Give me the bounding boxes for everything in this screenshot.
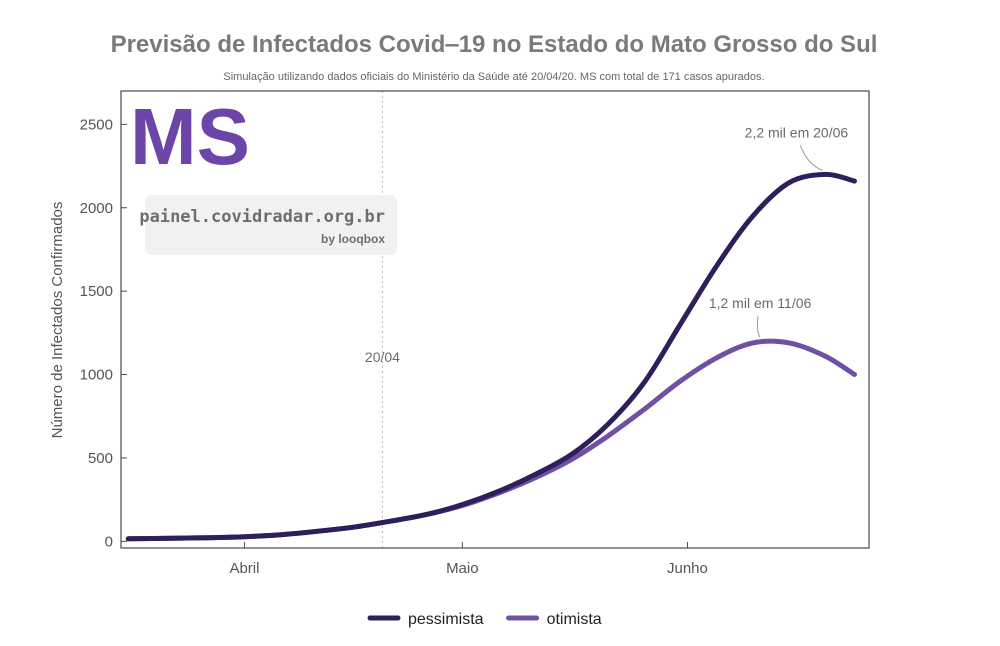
brand-logo: MS (130, 92, 250, 181)
chart-title: Previsão de Infectados Covid‒19 no Estad… (111, 31, 878, 58)
chart-subtitle: Simulação utilizando dados oficiais do M… (223, 71, 764, 83)
y-tick-label: 0 (105, 533, 113, 550)
y-tick-label: 1500 (80, 283, 113, 300)
annotation-leader (799, 145, 823, 171)
watermark-box: painel.covidradar.org.br by looqbox (139, 195, 397, 255)
y-tick-label: 2000 (80, 200, 113, 217)
annotation-label: 1,2 mil em 11/06 (709, 295, 812, 311)
y-tick-label: 500 (88, 450, 113, 467)
annotation-leader (756, 316, 761, 338)
series-lines (125, 171, 857, 542)
y-axis-label: Número de Infectados Confirmados (49, 202, 66, 439)
legend-label-pessimista: pessimista (408, 611, 484, 628)
x-tick-label: Junho (667, 560, 708, 577)
plot-frame (120, 90, 870, 549)
y-tick-label: 2500 (80, 116, 113, 133)
y-axis-ticks: 0 500 1000 1500 2000 2500 (80, 116, 127, 550)
annotation-label: 2,2 mil em 20/06 (745, 124, 849, 140)
series-line-otimista (125, 338, 857, 542)
x-axis-ticks: Abril Maio Junho (229, 542, 708, 577)
legend: pessimista otimista (367, 611, 602, 628)
x-tick-label: Abril (229, 560, 259, 577)
x-tick-label: Maio (446, 560, 479, 577)
series-line-pessimista (125, 171, 857, 542)
watermark-url: painel.covidradar.org.br (139, 207, 385, 227)
y-tick-label: 1000 (80, 367, 113, 384)
watermark-credit: by looqbox (321, 232, 385, 246)
legend-label-otimista: otimista (547, 611, 602, 628)
reference-line-label: 20/04 (365, 349, 400, 365)
annotations: 2,2 mil em 20/06 1,2 mil em 11/06 (709, 124, 849, 338)
